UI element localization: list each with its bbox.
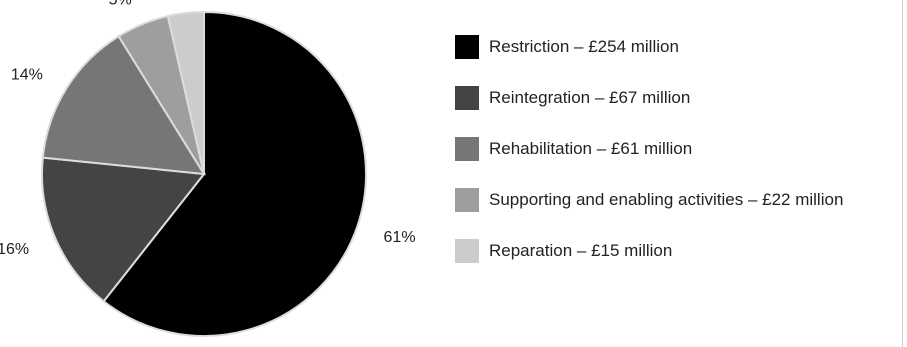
legend-label: Reparation – £15 million (489, 241, 673, 260)
legend-swatch (455, 239, 479, 263)
legend-item-supporting: Supporting and enabling activities – £22… (455, 186, 843, 214)
pie-slice-rehabilitation (41, 34, 206, 176)
legend-swatch (455, 137, 479, 161)
legend-label: Rehabilitation – £61 million (489, 139, 693, 158)
legend-swatch (455, 86, 479, 110)
legend-item-rehabilitation: Rehabilitation – £61 million (455, 135, 843, 163)
pie-chart: 61%16%14%5%4% (0, 0, 416, 337)
slice-percent-label: 16% (0, 241, 29, 258)
pie-slice-reparation (166, 10, 205, 175)
pie-slice-restriction (102, 10, 367, 337)
legend-swatch (455, 35, 479, 59)
legend-item-reparation: Reparation – £15 million (455, 237, 843, 265)
divider (902, 0, 903, 347)
legend-swatch (455, 188, 479, 212)
legend-label: Supporting and enabling activities – £22… (489, 190, 844, 209)
legend-label: Reintegration – £67 million (489, 88, 691, 107)
legend-item-restriction: Restriction – £254 million (455, 33, 843, 61)
slice-percent-label: 5% (109, 0, 132, 8)
legend-label: Restriction – £254 million (489, 37, 679, 56)
legend: Restriction – £254 million Reintegration… (455, 33, 843, 288)
pie-slice-reintegration (41, 156, 206, 303)
slice-percent-label: 61% (384, 229, 416, 246)
legend-item-reintegration: Reintegration – £67 million (455, 84, 843, 112)
slice-percent-label: 14% (11, 66, 43, 83)
